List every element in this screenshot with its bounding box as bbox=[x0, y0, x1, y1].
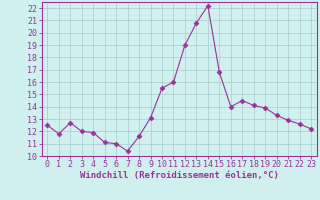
X-axis label: Windchill (Refroidissement éolien,°C): Windchill (Refroidissement éolien,°C) bbox=[80, 171, 279, 180]
